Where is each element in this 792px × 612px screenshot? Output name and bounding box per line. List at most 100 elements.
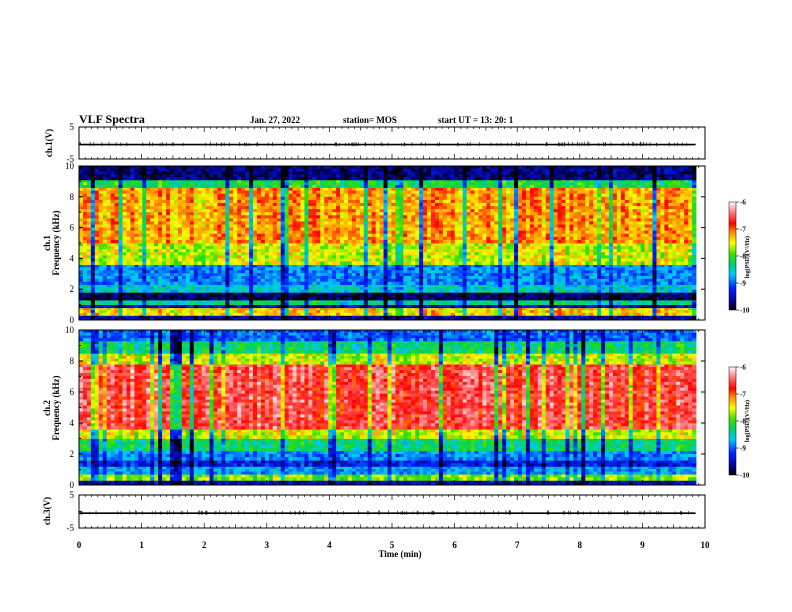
spectrogram-cell	[138, 246, 143, 250]
spectrogram-cell	[668, 190, 673, 195]
spectrogram-cell	[632, 261, 638, 265]
spectrogram-cell	[585, 270, 590, 274]
spectrogram-cell	[288, 292, 293, 296]
spectrogram-cell	[660, 196, 665, 201]
spectrogram-cell	[134, 270, 139, 274]
spectrogram-cell	[122, 267, 127, 271]
spectrogram-cell	[676, 304, 681, 309]
spectrogram-cell	[126, 264, 131, 268]
spectrogram-cell	[312, 258, 317, 262]
spectrogram-cell	[616, 307, 622, 311]
spectrogram-cell	[648, 252, 653, 256]
spectrogram-cell	[478, 317, 483, 321]
spectrogram-cell	[593, 299, 598, 303]
spectrogram-cell	[506, 310, 511, 314]
spectrogram-cell	[86, 252, 92, 256]
spectrogram-cell	[569, 258, 574, 262]
spectrogram-cell	[553, 190, 558, 195]
spectrogram-cell	[589, 310, 594, 314]
spectrogram-cell	[308, 281, 313, 285]
spectrogram-cell	[249, 196, 254, 201]
spectrogram-cell	[264, 261, 270, 265]
spectrogram-cell	[664, 267, 669, 271]
spectrogram-cell	[486, 302, 491, 305]
spectrogram-cell	[612, 267, 618, 271]
spectrogram-cell	[134, 243, 139, 247]
spectrogram-cell	[434, 289, 440, 293]
spectrogram-cell	[229, 310, 234, 314]
spectrogram-cell	[446, 190, 452, 195]
spectrogram-cell	[379, 310, 384, 314]
spectrogram-cell	[134, 190, 139, 195]
spectrogram-cell	[355, 278, 361, 283]
spectrogram-cell	[363, 193, 369, 198]
spectrogram-cell	[688, 312, 693, 316]
spectrogram-cell	[371, 258, 377, 262]
spectrogram-cell	[249, 276, 254, 280]
spectrogram-cell	[486, 273, 491, 277]
spectrogram-cell	[359, 299, 365, 303]
spectrogram-cell	[102, 299, 108, 303]
spectrogram-cell	[537, 310, 543, 314]
spectrogram-cell	[533, 307, 539, 311]
spectrogram-cell	[245, 312, 250, 316]
spectrogram-cell	[264, 243, 270, 247]
spectrogram-cell	[241, 310, 246, 314]
spectrogram-cell	[624, 187, 630, 192]
spectrogram-cell	[114, 289, 119, 293]
spectrogram-cell	[320, 249, 325, 253]
spectrogram-cell	[363, 315, 369, 319]
spectrogram-cell	[328, 278, 333, 283]
spectrogram-cell	[213, 315, 218, 319]
spectrogram-cell	[90, 258, 96, 262]
spectrogram-cell	[624, 289, 630, 293]
spectrogram-cell	[355, 187, 361, 192]
spectrogram-cell	[502, 307, 507, 311]
spectrogram-cell	[332, 270, 337, 274]
spectrogram-cell	[478, 312, 483, 316]
spectrogram-cell	[197, 276, 203, 280]
spectrogram-cell	[652, 187, 657, 192]
spectrogram-cell	[245, 276, 250, 280]
spectrogram-cell	[367, 258, 373, 262]
spectrogram-cell	[403, 292, 408, 296]
spectrogram-cell	[169, 270, 175, 274]
spectrogram-cell	[648, 196, 653, 201]
spectrogram-cell	[533, 284, 539, 288]
spectrogram-cell	[431, 315, 436, 319]
spectrogram-cell	[541, 302, 547, 305]
spectrogram-cell	[466, 273, 471, 277]
spectrogram-cell	[648, 297, 653, 301]
spectrogram-cell	[680, 252, 685, 256]
spectrogram-cell	[375, 255, 380, 259]
spectrogram-cell	[197, 289, 203, 293]
spectrogram-cell	[177, 196, 183, 201]
spectrogram-cell	[268, 302, 274, 305]
spectrogram-cell	[537, 258, 543, 262]
spectrogram-cell	[229, 299, 234, 303]
spectrogram-cell	[565, 196, 570, 201]
spectrogram-cell	[94, 281, 100, 285]
spectrogram-cell	[276, 302, 282, 305]
spectrogram-cell	[150, 278, 155, 283]
spectrogram-cell	[494, 273, 499, 277]
spectrogram-cell	[122, 190, 127, 195]
spectrogram-cell	[284, 284, 290, 288]
spectrogram-cell	[529, 310, 535, 314]
spectrogram-cell	[114, 187, 119, 192]
spectrogram-cell	[454, 255, 460, 259]
spectrogram-cell	[466, 252, 471, 256]
spectrogram-cell	[478, 307, 483, 311]
spectrogram-cell	[134, 312, 139, 316]
spectrogram-cell	[672, 297, 677, 301]
spectrogram-cell	[150, 312, 155, 316]
spectrogram-cell	[233, 196, 238, 201]
spectrogram-cell	[197, 196, 203, 201]
spectrogram-cell	[656, 243, 661, 247]
spectrogram-cell	[450, 294, 456, 298]
spectrogram-cell	[272, 187, 278, 192]
spectrogram-cell	[280, 187, 286, 192]
spectrogram-cell	[545, 196, 551, 201]
spectrogram-cell	[138, 258, 143, 262]
spectrogram-cell	[502, 196, 507, 201]
